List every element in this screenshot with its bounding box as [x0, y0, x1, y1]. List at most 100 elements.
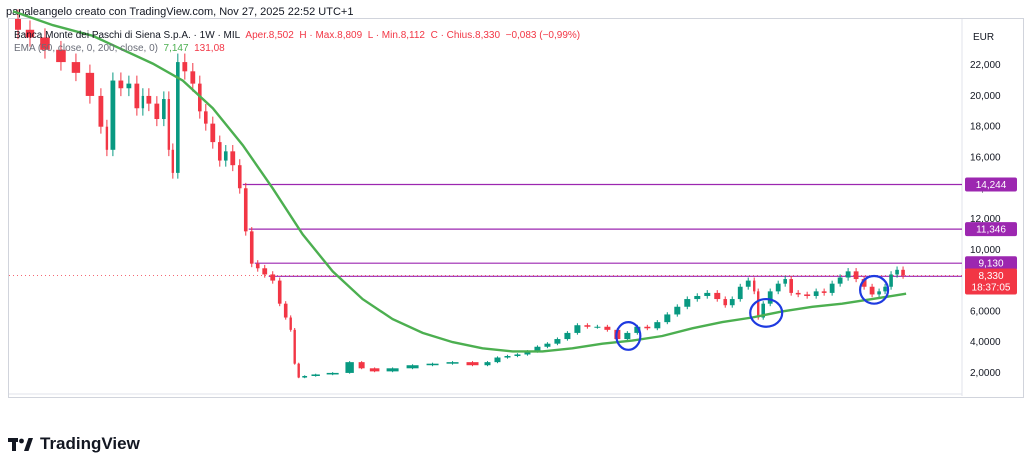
annotation-circle	[859, 274, 890, 305]
y-tick-label: 2,0000	[970, 368, 1001, 379]
candle-body	[14, 19, 21, 30]
candle-body	[358, 362, 365, 369]
y-tick-label: 6,0000	[970, 306, 1001, 317]
candle-body	[255, 263, 260, 269]
candle-body	[674, 306, 681, 315]
legend-change: −0,083 (−0,99%)	[505, 30, 581, 41]
candle-body	[714, 292, 721, 300]
candle-body	[426, 363, 439, 366]
last-price-countdown: 18:37:05	[972, 283, 1011, 294]
candle-body	[484, 362, 491, 366]
candle-body	[889, 274, 893, 287]
candle-body	[293, 329, 296, 364]
candle-body	[564, 332, 571, 340]
candle-body	[795, 292, 801, 295]
candle-body	[311, 374, 320, 376]
chart-legend: Banca Monte dei Paschi di Siena S.p.A. ·…	[14, 29, 580, 55]
candle-body	[190, 71, 196, 84]
candle-body	[694, 295, 701, 300]
candle-body	[446, 362, 459, 364]
legend-ema-value-2: 131,08	[194, 43, 225, 54]
y-tick-label: 18,000	[970, 122, 1001, 133]
annotation-circle	[615, 321, 642, 351]
candle-body	[584, 325, 591, 327]
tradingview-brand[interactable]: TradingView	[8, 434, 140, 454]
candle-body	[85, 72, 95, 96]
candle-body	[861, 279, 867, 287]
candle-body	[171, 149, 175, 173]
candle-body	[664, 314, 671, 323]
y-tick-label: 20,000	[970, 91, 1001, 102]
y-tick-label: 10,000	[970, 245, 1001, 256]
candle-body	[110, 80, 116, 150]
candle-body	[176, 62, 180, 173]
candle-body	[262, 268, 268, 275]
candle-body	[837, 277, 843, 284]
candle-body	[141, 95, 145, 109]
annotation-circle	[749, 297, 784, 328]
legend-high: H · Max.8,809	[299, 30, 363, 41]
level-price-label: 14,244	[976, 180, 1007, 191]
candle-body	[118, 80, 124, 89]
candle-body	[369, 368, 380, 372]
level-price-label: 11,346	[976, 225, 1006, 236]
candle-body	[783, 279, 787, 284]
y-tick-label: 12,000	[970, 214, 1001, 225]
candle-body	[757, 291, 760, 318]
candle-body	[753, 280, 756, 292]
candle-body	[534, 346, 541, 352]
candle-body	[869, 286, 875, 295]
y-tick-label: 4,0000	[970, 337, 1001, 348]
candle-body	[25, 29, 35, 38]
candle-body	[283, 303, 288, 318]
candle-body	[40, 37, 50, 50]
legend-ema-label: EMA (50, close, 0, 200, close, 0)	[14, 43, 158, 54]
candle-body	[644, 326, 651, 329]
candle-body	[386, 368, 399, 372]
candle-body	[162, 99, 166, 120]
candle-body	[203, 111, 208, 124]
candle-body	[249, 231, 254, 264]
y-tick-label: 22,000	[970, 60, 1001, 71]
candle-body	[624, 332, 631, 340]
level-price-label-bg	[965, 256, 1017, 271]
candle-body	[210, 123, 216, 143]
candle-body	[71, 62, 81, 73]
candle-body	[289, 317, 292, 330]
candle-body	[146, 95, 152, 104]
candle-body	[654, 322, 661, 329]
candle-body	[813, 291, 819, 296]
candle-body	[230, 151, 236, 166]
brand-name: TradingView	[40, 434, 140, 453]
price-chart[interactable]: EUR2,00004,00006,00008,000010,00012,0001…	[0, 0, 1024, 400]
candle-body	[723, 299, 728, 306]
candle-body	[594, 326, 601, 328]
candle-body	[243, 188, 248, 232]
level-price-label-bg	[965, 222, 1017, 237]
candle-body	[829, 283, 835, 293]
candle-body	[684, 299, 691, 307]
legend-ema-value: 7,147	[163, 43, 189, 54]
candle-body	[182, 62, 188, 72]
candle-body	[804, 294, 811, 296]
candle-body	[270, 274, 276, 281]
candle-body	[98, 95, 104, 127]
legend-close: C · Chius.8,330	[430, 30, 501, 41]
candle-body	[574, 325, 581, 333]
candle-body	[223, 151, 228, 161]
chart-header: papaleangelo creato con TradingView.com,…	[6, 6, 354, 18]
candle-body	[544, 343, 551, 347]
currency-label: EUR	[973, 32, 994, 43]
candle-body	[134, 83, 140, 109]
level-price-label: 9,130	[978, 259, 1003, 270]
candle-body	[895, 269, 899, 275]
candle-body	[634, 326, 641, 333]
candle-body	[789, 279, 793, 293]
candle-body	[524, 351, 531, 355]
y-tick-label: 16,000	[970, 152, 1001, 163]
candle-body	[775, 283, 781, 292]
candle-body	[514, 354, 521, 356]
candle-body	[883, 286, 887, 292]
candle-body	[105, 126, 109, 150]
candle-body	[167, 99, 171, 150]
